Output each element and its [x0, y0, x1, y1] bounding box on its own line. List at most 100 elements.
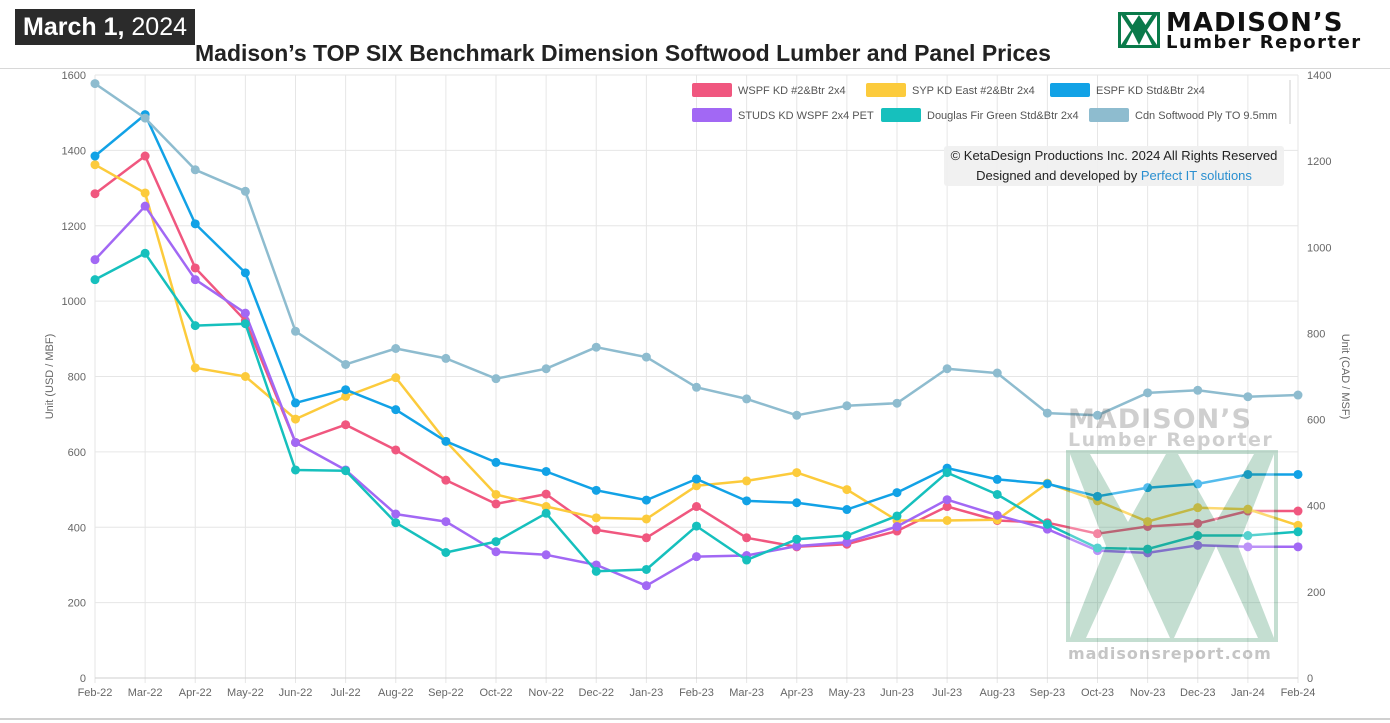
- data-point-studs: [291, 437, 300, 447]
- data-point-espf: [541, 466, 551, 476]
- data-point-dfir: [441, 548, 451, 558]
- data-point-espf: [1293, 469, 1303, 479]
- date-label: March 1,: [23, 13, 125, 41]
- data-point-espf: [842, 505, 852, 515]
- x-tick-label: Sep-23: [1030, 687, 1065, 699]
- y-tick-label: 200: [68, 598, 86, 610]
- data-point-espf: [1243, 469, 1253, 479]
- data-point-studs: [491, 547, 501, 557]
- developer-link[interactable]: Perfect IT solutions: [1140, 168, 1252, 183]
- data-point-ply: [1293, 390, 1303, 400]
- legend-swatch-dfir: [881, 108, 921, 122]
- data-point-espf: [692, 474, 701, 484]
- data-point-syp: [140, 188, 150, 198]
- legend-label-syp: SYP KD East #2&Btr 2x4: [912, 85, 1035, 97]
- data-point-studs: [541, 550, 551, 560]
- data-point-ply: [291, 326, 300, 336]
- y-tick-label: 1000: [62, 296, 86, 308]
- data-point-dfir: [892, 511, 902, 521]
- logo-subtitle: Lumber Reporter: [1166, 32, 1362, 53]
- data-point-espf: [240, 268, 250, 278]
- data-point-studs: [1243, 542, 1253, 552]
- legend-swatch-studs: [692, 108, 732, 122]
- data-point-ply: [842, 401, 852, 411]
- watermark-subtitle: Lumber Reporter: [1068, 429, 1274, 451]
- header-divider: [0, 68, 1390, 69]
- watermark-brand: MADISON’S: [1068, 404, 1252, 435]
- data-point-syp: [591, 513, 601, 523]
- data-point-syp: [842, 485, 852, 495]
- legend-label-studs: STUDS KD WSPF 2x4 PET: [738, 110, 874, 122]
- y-right-tick-label: 200: [1307, 587, 1325, 599]
- y-tick-label: 0: [80, 673, 86, 685]
- x-tick-label: Oct-22: [479, 687, 512, 699]
- data-point-wspf: [1293, 506, 1303, 516]
- watermark-url: madisonsreport.com: [1068, 644, 1272, 663]
- y-right-tick-label: 800: [1307, 328, 1325, 340]
- data-point-syp: [90, 160, 100, 170]
- data-point-studs: [792, 541, 802, 551]
- data-point-syp: [1243, 504, 1253, 514]
- data-point-syp: [1193, 503, 1203, 513]
- legend-swatch-ply: [1089, 108, 1129, 122]
- data-point-espf: [641, 495, 651, 505]
- data-point-wspf: [541, 489, 551, 499]
- data-point-espf: [391, 405, 401, 415]
- data-point-dfir: [1042, 519, 1052, 529]
- data-point-ply: [441, 353, 451, 363]
- data-point-ply: [892, 398, 902, 408]
- data-point-dfir: [1243, 531, 1253, 541]
- data-point-studs: [892, 521, 902, 531]
- data-point-syp: [641, 514, 651, 524]
- data-point-espf: [341, 385, 351, 395]
- x-tick-label: Jun-22: [279, 687, 313, 699]
- data-point-studs: [391, 509, 401, 519]
- x-tick-label: Feb-24: [1281, 687, 1316, 699]
- data-point-syp: [942, 515, 952, 525]
- data-point-ply: [240, 186, 250, 196]
- data-point-espf: [742, 496, 752, 506]
- data-point-syp: [1143, 517, 1153, 527]
- y-right-tick-label: 1400: [1307, 70, 1331, 82]
- data-point-syp: [391, 373, 401, 383]
- data-point-wspf: [90, 189, 100, 199]
- data-point-ply: [591, 342, 601, 352]
- data-point-ply: [190, 165, 200, 175]
- legend-label-dfir: Douglas Fir Green Std&Btr 2x4: [927, 110, 1079, 122]
- data-point-syp: [742, 476, 752, 486]
- data-point-wspf: [1093, 529, 1102, 539]
- x-tick-label: Apr-22: [179, 687, 212, 699]
- data-point-syp: [541, 502, 551, 512]
- data-point-dfir: [1193, 531, 1203, 541]
- x-tick-label: May-22: [227, 687, 264, 699]
- data-point-wspf: [441, 475, 451, 485]
- date-year: 2024: [131, 13, 188, 41]
- y-right-axis-title: Unit (CAD / MSF): [1339, 334, 1351, 420]
- x-tick-label: Apr-23: [780, 687, 813, 699]
- x-tick-label: Jan-23: [630, 687, 664, 699]
- x-tick-label: May-23: [829, 687, 866, 699]
- data-point-syp: [291, 414, 300, 424]
- data-point-studs: [1193, 540, 1203, 550]
- x-tick-label: Dec-22: [579, 687, 614, 699]
- x-tick-label: Oct-23: [1081, 687, 1114, 699]
- data-point-ply: [140, 113, 150, 123]
- y-right-tick-label: 0: [1307, 673, 1313, 685]
- date-badge: March 1, 2024: [15, 9, 196, 45]
- data-point-wspf: [391, 445, 401, 455]
- data-point-studs: [90, 255, 100, 265]
- data-point-wspf: [341, 420, 351, 430]
- x-tick-label: Mar-23: [729, 687, 764, 699]
- data-point-dfir: [541, 508, 551, 518]
- data-point-ply: [541, 364, 551, 374]
- data-point-syp: [240, 372, 250, 381]
- data-point-dfir: [591, 566, 601, 576]
- data-point-espf: [591, 485, 601, 495]
- watermark: MADISON’S Lumber Reporter madisonsreport…: [1062, 404, 1284, 666]
- data-point-ply: [792, 410, 802, 420]
- data-point-studs: [942, 495, 952, 505]
- data-point-ply: [391, 344, 401, 354]
- data-point-ply: [491, 374, 501, 384]
- data-point-ply: [641, 352, 651, 362]
